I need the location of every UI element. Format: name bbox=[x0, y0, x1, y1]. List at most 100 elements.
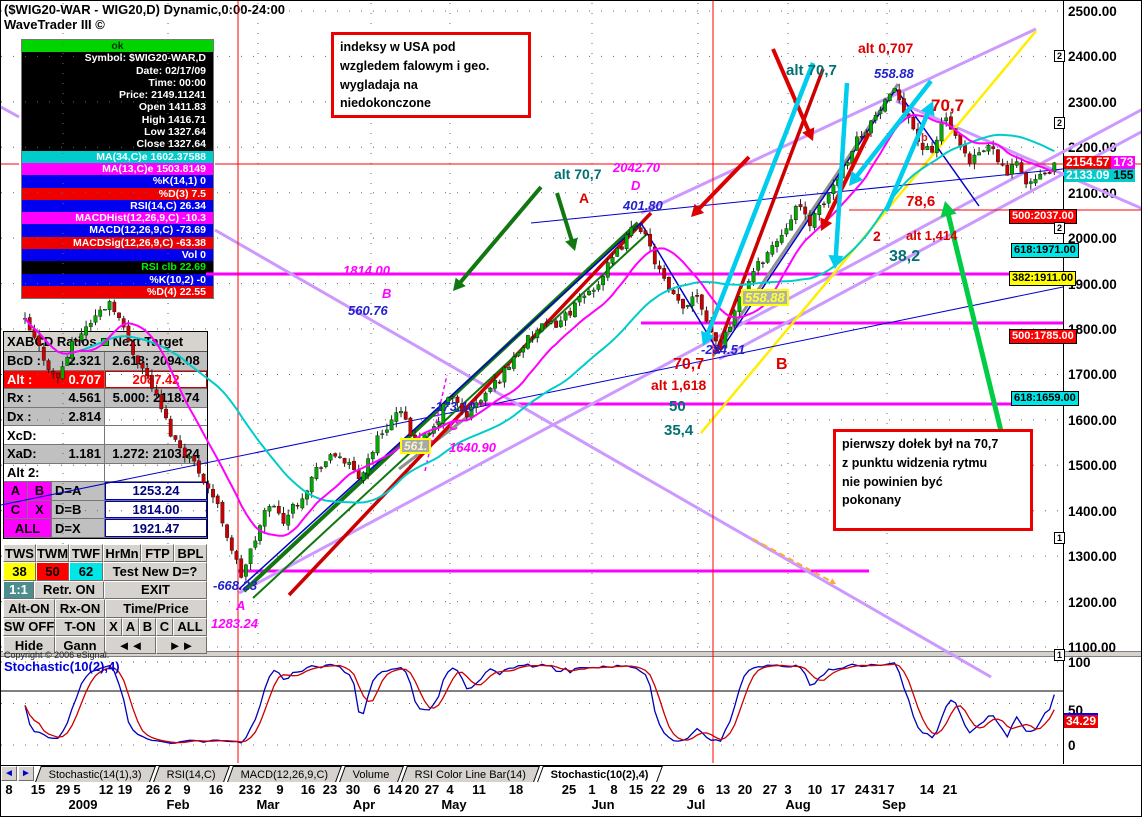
alt-on-button[interactable]: Alt-ON bbox=[3, 599, 55, 618]
green-arrow-1-head-icon bbox=[453, 277, 466, 291]
candle-up bbox=[243, 564, 248, 577]
62-button[interactable]: 62 bbox=[69, 562, 103, 581]
green-arrow-2-head-icon bbox=[565, 237, 578, 251]
stoch-scale-label: 100 bbox=[1068, 655, 1091, 670]
candle-down bbox=[906, 113, 911, 118]
xabcd-point-row: ALL D=X 1921.47 bbox=[4, 519, 207, 538]
chart-label: 70,7 bbox=[673, 356, 705, 373]
candle-up bbox=[526, 335, 530, 349]
copyright-text: Copyright © 2006 eSignal. bbox=[4, 650, 110, 660]
chart-label: b bbox=[921, 132, 928, 144]
x-button[interactable]: X bbox=[105, 617, 122, 636]
violet-5 bbox=[640, 27, 1037, 215]
x-axis-day: 16 bbox=[208, 782, 224, 797]
38-button[interactable]: 38 bbox=[3, 562, 36, 581]
--button[interactable]: ►► bbox=[156, 635, 207, 655]
chart-label: A bbox=[236, 598, 246, 613]
candle-up bbox=[1033, 179, 1038, 184]
point-key-b[interactable]: B bbox=[28, 482, 52, 500]
test-new-d--button[interactable]: Test New D=? bbox=[103, 562, 207, 581]
rx-on-button[interactable]: Rx-ON bbox=[55, 599, 105, 618]
candle-up bbox=[605, 262, 610, 278]
xabcd-row: Dx : 2.814 bbox=[4, 407, 207, 427]
all-button[interactable]: ALL bbox=[173, 617, 207, 636]
candle-down bbox=[554, 320, 559, 328]
candle-up bbox=[793, 205, 798, 221]
x-axis-month: Jun bbox=[591, 797, 615, 812]
50-button[interactable]: 50 bbox=[36, 562, 69, 581]
candle-up bbox=[732, 310, 737, 326]
candle-up bbox=[831, 184, 836, 195]
chart-label: 1283.24 bbox=[211, 616, 258, 631]
candle-down bbox=[638, 227, 643, 232]
point-key-a[interactable]: A bbox=[4, 482, 28, 500]
tab-stochastic-14-1-3-[interactable]: Stochastic(14(1),3) bbox=[35, 766, 156, 782]
candle-up bbox=[516, 352, 521, 357]
xabcd-ratio-value: 2.814 bbox=[68, 409, 101, 425]
--button[interactable]: ◄◄ bbox=[105, 635, 156, 655]
candle-down bbox=[544, 321, 549, 324]
time-price-button[interactable]: Time/Price bbox=[105, 599, 207, 618]
candle-up bbox=[812, 213, 817, 228]
point-key-c[interactable]: C bbox=[4, 500, 28, 519]
x-axis-day: 16 bbox=[300, 782, 316, 797]
c-button[interactable]: C bbox=[156, 617, 173, 636]
tab-rsi-color-line-bar-14-[interactable]: RSI Color Line Bar(14) bbox=[401, 766, 541, 782]
t-on-button[interactable]: T-ON bbox=[55, 617, 105, 636]
bpl-button[interactable]: BPL bbox=[174, 544, 207, 563]
candle-down bbox=[1042, 172, 1047, 175]
candle-down bbox=[681, 298, 685, 309]
point-key-all[interactable]: ALL bbox=[4, 519, 52, 537]
tab-label: MACD(12,26,9,C) bbox=[240, 768, 329, 781]
lime-arrow-head-icon bbox=[940, 201, 957, 218]
xabcd-label: Alt 2: bbox=[7, 464, 40, 480]
gann-button[interactable]: Gann bbox=[55, 635, 105, 655]
tab-macd-12-26-9-c-[interactable]: MACD(12,26,9,C) bbox=[226, 766, 343, 782]
candle-down bbox=[695, 295, 700, 297]
exit-button[interactable]: EXIT bbox=[104, 580, 207, 600]
candle-down bbox=[958, 133, 963, 147]
sw-off-button[interactable]: SW OFF bbox=[3, 617, 55, 636]
x-axis-day: 8 bbox=[5, 782, 13, 797]
stoch-scale-label: 0 bbox=[1068, 738, 1076, 753]
tab-volume[interactable]: Volume bbox=[339, 766, 404, 782]
info-row: Symbol: $WIG20-WAR,D bbox=[22, 52, 213, 65]
candle-up bbox=[375, 435, 380, 454]
candle-up bbox=[493, 380, 497, 389]
x-axis-day: 31 bbox=[870, 782, 886, 797]
tws-button[interactable]: TWS bbox=[3, 544, 36, 563]
price-tag-value: 2133.09 bbox=[1064, 168, 1112, 182]
candle-up bbox=[634, 227, 638, 229]
info-row: RSI clb 22.69 bbox=[22, 261, 213, 274]
candle-up bbox=[521, 347, 526, 353]
violet-1a bbox=[1, 105, 20, 119]
ftp-button[interactable]: FTP bbox=[141, 544, 174, 563]
candle-up bbox=[253, 540, 258, 548]
twf-button[interactable]: TWF bbox=[69, 544, 103, 563]
point-key-x[interactable]: X bbox=[28, 500, 52, 519]
hrmn-button[interactable]: HrMn bbox=[103, 544, 141, 563]
x-axis-day: 6 bbox=[373, 782, 381, 797]
tab-scroll-left-icon[interactable]: ◄ bbox=[1, 766, 17, 781]
tab-scroll-right-icon[interactable]: ► bbox=[18, 766, 34, 781]
stoch-d-line bbox=[24, 663, 1055, 744]
tab-stochastic-10-2-4-[interactable]: Stochastic(10(2),4) bbox=[537, 766, 663, 782]
hide-button[interactable]: Hide bbox=[3, 635, 55, 655]
candle-down bbox=[1047, 172, 1052, 174]
x-axis-month: Mar bbox=[256, 797, 280, 812]
twm-button[interactable]: TWM bbox=[36, 544, 69, 563]
red-arrow-3 bbox=[696, 155, 751, 212]
stoch-value-tag: 34.29 bbox=[1064, 713, 1099, 728]
chart-label: D bbox=[631, 178, 641, 193]
candle-up bbox=[840, 165, 845, 179]
x-axis-month: Jul bbox=[686, 797, 706, 812]
b-button[interactable]: B bbox=[139, 617, 156, 636]
1-1-button[interactable]: 1:1 bbox=[3, 580, 34, 600]
retr-on-button[interactable]: Retr. ON bbox=[34, 580, 104, 600]
green-arrow-2 bbox=[555, 192, 575, 243]
candle-up bbox=[883, 99, 888, 112]
chart-label: B bbox=[382, 286, 392, 301]
candle-up bbox=[986, 145, 991, 152]
a-button[interactable]: A bbox=[122, 617, 139, 636]
tab-rsi-14-c-[interactable]: RSI(14,C) bbox=[153, 766, 230, 782]
